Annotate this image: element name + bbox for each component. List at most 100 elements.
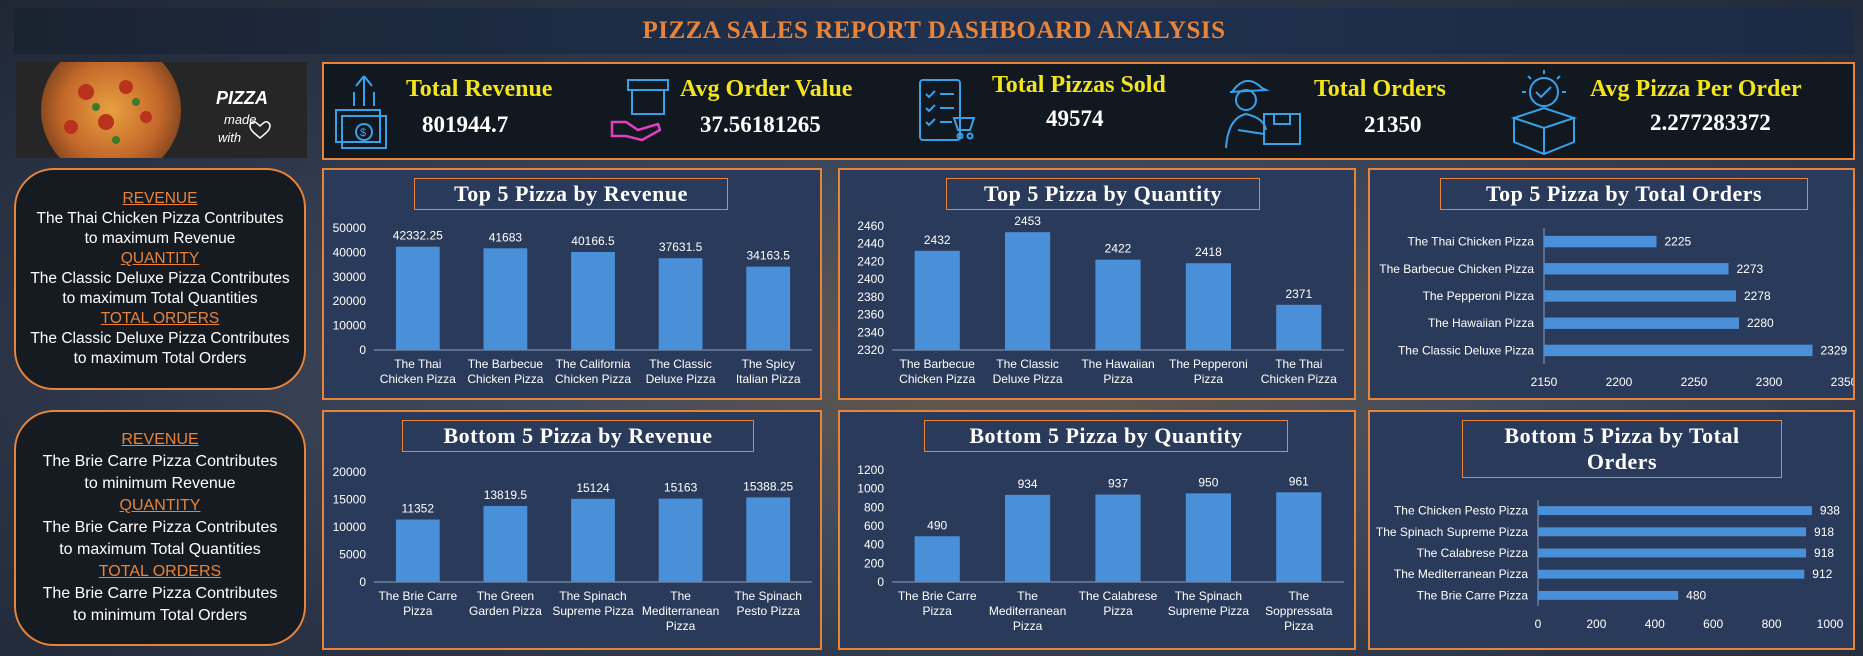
y-tick-label: 0 (877, 575, 884, 589)
x-tick-label: The (670, 589, 691, 603)
data-label: 912 (1812, 567, 1832, 581)
x-tick-label: Mediterranean (642, 604, 719, 618)
y-tick-label: 2320 (857, 343, 884, 357)
kpi-value: 801944.7 (422, 112, 509, 137)
heart-icon (249, 121, 271, 139)
x-tick-label: Supreme Pizza (552, 604, 634, 618)
x-tick-label: 2150 (1531, 375, 1558, 389)
panel-bottom-quantity: Bottom 5 Pizza by Quantity 0 200 400 600 800… (838, 410, 1356, 650)
kpi-value: 49574 (1046, 106, 1104, 131)
y-tick-label: 800 (864, 500, 884, 514)
x-tick-label: The California (556, 357, 631, 371)
data-label: 934 (1018, 477, 1038, 491)
delivery-person-icon (1225, 80, 1301, 149)
insight-heading: QUANTITY (120, 250, 200, 267)
chart-title: Bottom 5 Pizza by Revenue (402, 420, 754, 452)
kpi-value: 2.277283372 (1650, 110, 1771, 135)
bar (1544, 317, 1739, 329)
chart-top-orders: 2150 2200 2250 2300 2350 2225 The Thai Chicken… (1379, 228, 1853, 389)
bar (395, 246, 440, 350)
bar (1538, 506, 1812, 516)
pizza-logo-image: PIZZA made with (16, 62, 307, 158)
bar (395, 519, 440, 582)
y-tick-label: 5000 (339, 548, 366, 562)
data-label: 2371 (1285, 287, 1312, 301)
chart-title: Top 5 Pizza by Total Orders (1440, 178, 1808, 210)
y-tick-label: 20000 (333, 294, 367, 308)
x-tick-label: Garden Pizza (469, 604, 542, 618)
x-tick-label: 600 (1703, 617, 1723, 631)
panel-bottom-orders: Bottom 5 Pizza by Total Orders 0 200 400 60… (1368, 410, 1855, 650)
data-label: 2329 (1821, 343, 1848, 357)
kpi-avg-order-value: Avg Order Value 37.56181265 (604, 64, 894, 158)
y-tick-label: 2400 (857, 272, 884, 286)
y-tick-label: 40000 (333, 245, 367, 259)
y-tick-label: 2380 (857, 290, 884, 304)
x-tick-label: The Classic (649, 357, 712, 371)
chart-title: Top 5 Pizza by Revenue (414, 178, 728, 210)
logo-text-with: with (218, 130, 241, 145)
y-tick-label: 400 (864, 538, 884, 552)
data-label: 480 (1686, 588, 1706, 602)
chart-bottom-orders: 0 200 400 600 800 1000 938 The Chicken Pesto Pi… (1376, 500, 1844, 631)
data-label: 918 (1814, 546, 1834, 560)
x-tick-label: The Thai (394, 357, 441, 371)
x-tick-label: The Spicy (742, 357, 795, 371)
panel-top-quantity: Top 5 Pizza by Quantity 2320 2340 2360 2380… (838, 168, 1356, 400)
y-tick-label: 30000 (333, 270, 367, 284)
y-tick-label: 2360 (857, 308, 884, 322)
y-tick-label: 50000 (333, 221, 367, 235)
insight-text: The Classic Deluxe Pizza Contributes (30, 330, 290, 347)
kpi-total-orders: Total Orders 21350 (1204, 64, 1484, 158)
data-label: 34163.5 (747, 249, 791, 263)
insight-box-bottom: REVENUE The Brie Carre Pizza Contributes… (14, 410, 306, 646)
y-tick-label: The Calabrese Pizza (1417, 546, 1529, 560)
bar (1538, 527, 1807, 537)
x-tick-label: The Barbecue (468, 357, 544, 371)
x-tick-label: 800 (1762, 617, 1782, 631)
data-label: 961 (1289, 474, 1309, 488)
y-tick-label: 1200 (857, 463, 884, 477)
y-tick-label: 600 (864, 519, 884, 533)
insight-heading: TOTAL ORDERS (98, 563, 222, 580)
y-tick-label: 15000 (333, 493, 367, 507)
x-tick-label: The Barbecue (900, 357, 976, 371)
insight-text: to maximum Total Quantities (59, 541, 261, 558)
x-tick-label: The Spinach (559, 589, 626, 603)
y-tick-label: 2420 (857, 254, 884, 268)
insight-text: to minimum Total Orders (73, 607, 247, 624)
y-tick-label: 20000 (333, 465, 367, 479)
bar (571, 498, 615, 582)
panel-bottom-revenue: Bottom 5 Pizza by Revenue 0 5000 10000 1500… (322, 410, 822, 650)
insight-text: to maximum Total Orders (73, 350, 247, 367)
bar (746, 266, 791, 350)
insight-text: The Brie Carre Pizza Contributes (42, 585, 278, 602)
bar (1544, 263, 1729, 275)
x-tick-label: The Hawaiian (1081, 357, 1154, 371)
data-label: 918 (1814, 525, 1834, 539)
y-tick-label: The Barbecue Chicken Pizza (1379, 262, 1534, 276)
chart-title: Top 5 Pizza by Quantity (946, 178, 1260, 210)
x-tick-label: Chicken Pizza (899, 372, 975, 386)
x-tick-label: Pizza (1194, 372, 1224, 386)
bar (914, 250, 960, 350)
x-tick-label: Pizza (1284, 619, 1314, 633)
x-tick-label: The (1017, 589, 1038, 603)
x-tick-label: 2200 (1606, 375, 1633, 389)
data-label: 2225 (1665, 235, 1692, 249)
y-tick-label: The Hawaiian Pizza (1428, 316, 1534, 330)
data-label: 37631.5 (659, 240, 703, 254)
data-label: 2432 (924, 233, 951, 247)
y-tick-label: 1000 (857, 482, 884, 496)
x-tick-label: Pizza (1103, 604, 1133, 618)
x-tick-label: The Spinach (1175, 589, 1242, 603)
kpi-bar: $ Total Revenue 801944.7 Avg Order Value… (322, 62, 1855, 160)
insight-text: to maximum Total Quantities (62, 290, 258, 307)
x-tick-label: 2300 (1756, 375, 1783, 389)
chart-top-revenue: 0 10000 20000 30000 40000 50000 42332.25 The Th… (333, 221, 812, 386)
x-tick-label: Pizza (403, 604, 433, 618)
x-tick-label: The Calabrese (1079, 589, 1158, 603)
kpi-total-revenue: $ Total Revenue 801944.7 (324, 64, 594, 158)
checklist-cart-icon (919, 79, 976, 141)
